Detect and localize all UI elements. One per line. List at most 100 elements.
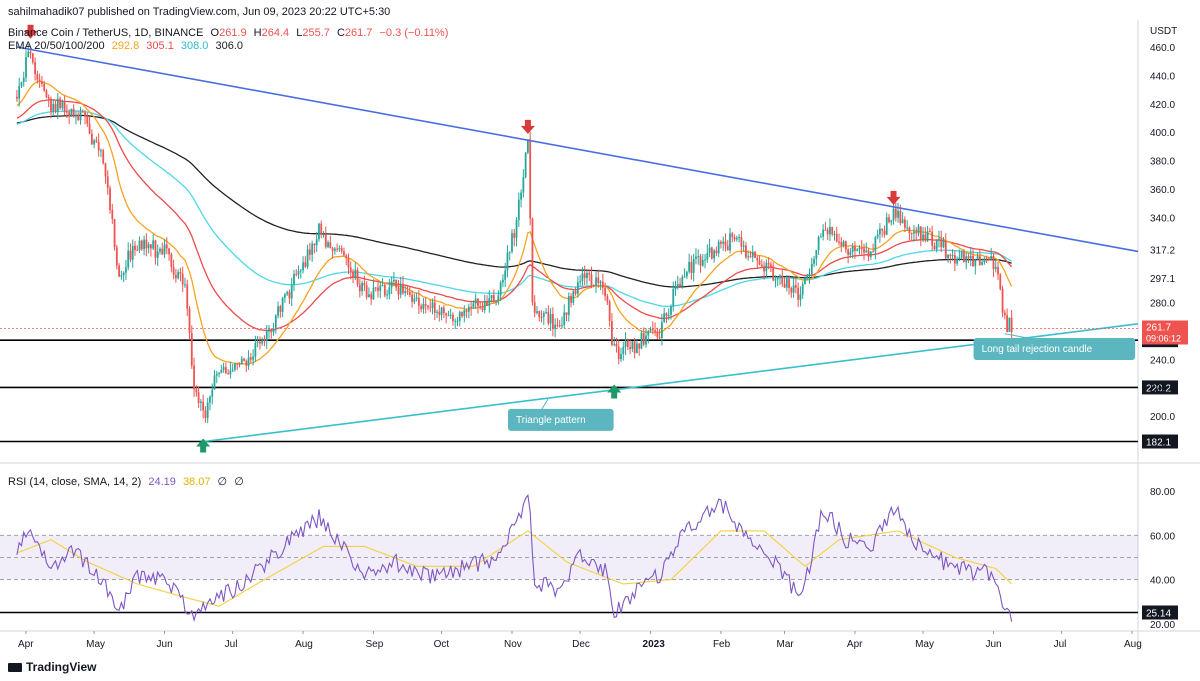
- candle-body[interactable]: [595, 277, 597, 286]
- candle-body[interactable]: [195, 389, 198, 393]
- candle-body[interactable]: [65, 111, 68, 113]
- candle-body[interactable]: [536, 311, 538, 313]
- candle-body[interactable]: [456, 320, 459, 322]
- candle-body[interactable]: [170, 254, 173, 268]
- candle-body[interactable]: [633, 341, 636, 354]
- candle-body[interactable]: [631, 341, 634, 349]
- candle-body[interactable]: [913, 231, 915, 234]
- candle-body[interactable]: [917, 226, 920, 234]
- candle-body[interactable]: [308, 249, 311, 255]
- candle-body[interactable]: [976, 256, 979, 260]
- candle-body[interactable]: [549, 313, 552, 324]
- candle-body[interactable]: [876, 234, 879, 238]
- candle-body[interactable]: [442, 307, 445, 314]
- candle-body[interactable]: [231, 369, 234, 371]
- candle-body[interactable]: [422, 303, 425, 310]
- candle-body[interactable]: [424, 303, 427, 306]
- candle-body[interactable]: [106, 176, 109, 189]
- candle-body[interactable]: [842, 241, 845, 246]
- candle-body[interactable]: [415, 297, 418, 299]
- candle-body[interactable]: [122, 272, 125, 276]
- candle-body[interactable]: [163, 244, 166, 255]
- candle-body[interactable]: [599, 281, 602, 284]
- candle-body[interactable]: [822, 229, 825, 237]
- candle-body[interactable]: [754, 251, 756, 258]
- candle-body[interactable]: [1001, 288, 1004, 313]
- candle-body[interactable]: [608, 301, 611, 322]
- candle-body[interactable]: [420, 305, 423, 310]
- candle-body[interactable]: [740, 236, 743, 247]
- candle-body[interactable]: [177, 272, 180, 279]
- candle-body[interactable]: [956, 259, 959, 264]
- candle-body[interactable]: [994, 267, 997, 270]
- candle-body[interactable]: [622, 346, 625, 354]
- candle-body[interactable]: [554, 324, 557, 329]
- candle-body[interactable]: [524, 152, 527, 178]
- candle-body[interactable]: [84, 112, 86, 117]
- candle-body[interactable]: [54, 103, 57, 112]
- candle-body[interactable]: [663, 313, 666, 323]
- candle-body[interactable]: [656, 331, 659, 338]
- candle-body[interactable]: [61, 102, 64, 109]
- candle-body[interactable]: [745, 245, 747, 258]
- candle-body[interactable]: [713, 250, 716, 259]
- candle-body[interactable]: [81, 111, 84, 113]
- candle-body[interactable]: [265, 331, 268, 342]
- candle-body[interactable]: [865, 250, 868, 253]
- candle-body[interactable]: [856, 249, 859, 251]
- candle-body[interactable]: [16, 96, 18, 99]
- candle-body[interactable]: [726, 245, 729, 251]
- candle-body[interactable]: [77, 114, 80, 121]
- candle-body[interactable]: [883, 230, 886, 235]
- candle-body[interactable]: [34, 62, 36, 75]
- candle-body[interactable]: [819, 236, 822, 238]
- candle-body[interactable]: [111, 209, 114, 220]
- candle-body[interactable]: [838, 241, 840, 243]
- candle-body[interactable]: [184, 284, 186, 286]
- candle-body[interactable]: [660, 322, 663, 339]
- candle-body[interactable]: [940, 238, 943, 248]
- candle-body[interactable]: [888, 217, 890, 223]
- candle-body[interactable]: [174, 274, 177, 279]
- candle-body[interactable]: [527, 139, 529, 153]
- candle-body[interactable]: [288, 292, 291, 299]
- candle-body[interactable]: [256, 341, 259, 343]
- candle-body[interactable]: [654, 330, 656, 332]
- candle-body[interactable]: [788, 278, 790, 289]
- candle-body[interactable]: [731, 233, 734, 238]
- candle-body[interactable]: [965, 256, 968, 263]
- ema-legend[interactable]: EMA 20/50/100/200 292.8 305.1 308.0 306.…: [8, 40, 247, 52]
- candle-body[interactable]: [522, 177, 525, 193]
- candle-body[interactable]: [508, 251, 511, 253]
- candle-body[interactable]: [481, 306, 484, 310]
- candle-body[interactable]: [413, 298, 416, 302]
- candle-body[interactable]: [963, 251, 965, 263]
- candle-body[interactable]: [785, 278, 788, 288]
- candle-body[interactable]: [624, 340, 627, 347]
- candle-body[interactable]: [386, 294, 388, 296]
- candle-body[interactable]: [915, 231, 918, 234]
- candle-body[interactable]: [147, 244, 150, 249]
- candle-body[interactable]: [681, 276, 684, 287]
- candle-body[interactable]: [1008, 317, 1011, 333]
- candle-body[interactable]: [547, 311, 550, 324]
- candle-body[interactable]: [140, 240, 143, 250]
- candle-body[interactable]: [168, 248, 170, 255]
- candle-body[interactable]: [313, 243, 316, 246]
- candle-body[interactable]: [576, 282, 579, 294]
- candle-body[interactable]: [229, 370, 232, 375]
- candle-body[interactable]: [831, 226, 834, 235]
- candle-body[interactable]: [724, 241, 727, 246]
- candle-body[interactable]: [490, 295, 493, 299]
- candle-body[interactable]: [617, 346, 620, 360]
- candle-body[interactable]: [109, 188, 111, 210]
- candle-body[interactable]: [620, 353, 622, 360]
- candle-body[interactable]: [395, 279, 398, 288]
- candle-body[interactable]: [967, 256, 970, 259]
- candle-body[interactable]: [949, 254, 952, 256]
- candle-body[interactable]: [333, 248, 336, 251]
- candle-body[interactable]: [377, 287, 379, 291]
- candle-body[interactable]: [345, 255, 348, 259]
- candle-body[interactable]: [45, 90, 48, 98]
- candle-body[interactable]: [563, 312, 566, 326]
